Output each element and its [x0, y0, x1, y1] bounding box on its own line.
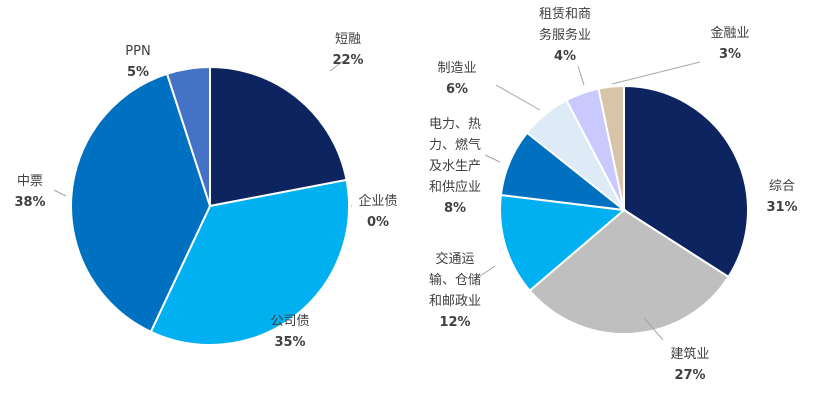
- slice-percent: 38%: [14, 195, 45, 210]
- leader-line: [495, 84, 541, 111]
- slice-label: 输、仓储: [429, 272, 481, 288]
- slice-label: 企业债: [358, 193, 397, 209]
- leader-line: [53, 189, 67, 197]
- slice-label: 务服务业: [539, 27, 591, 43]
- slice-label: 和供应业: [429, 179, 481, 195]
- slice-label: 及水生产: [429, 159, 481, 174]
- slice-percent: 5%: [127, 65, 149, 80]
- pie-slice: [528, 208, 730, 335]
- slice-label: PPN: [125, 44, 150, 59]
- slice-percent: 8%: [444, 201, 466, 216]
- slice-percent: 0%: [367, 215, 389, 230]
- pie-slice: [149, 178, 350, 346]
- slice-percent: 4%: [554, 49, 576, 64]
- leader-line: [577, 65, 585, 86]
- pie-slice: [499, 193, 627, 293]
- slice-label: 力、燃气: [429, 137, 481, 153]
- leader-line: [479, 265, 496, 277]
- slice-label: 建筑业: [670, 346, 709, 362]
- pie-slice: [165, 65, 211, 207]
- slice-label: 金融业: [710, 25, 749, 41]
- leader-line: [611, 61, 701, 85]
- slice-percent: 35%: [274, 335, 305, 350]
- pie-slice: [70, 72, 212, 334]
- slice-percent: 12%: [439, 315, 470, 330]
- leader-line: [329, 60, 344, 72]
- pie-slice: [597, 84, 625, 211]
- slice-percent: 6%: [446, 82, 468, 97]
- slice-label: 和邮政业: [429, 294, 481, 309]
- slice-label: 综合: [769, 179, 795, 194]
- slice-label: 中票: [17, 174, 43, 189]
- leader-line: [484, 154, 501, 163]
- slice-label: 租赁和商: [539, 7, 591, 22]
- slice-label: 公司债: [270, 314, 309, 329]
- slice-label: 短融: [335, 32, 361, 47]
- pie-slice: [209, 65, 348, 208]
- slice-label: 交通运: [435, 251, 474, 267]
- slice-label: 电力、热: [429, 117, 481, 132]
- slice-percent: 31%: [766, 200, 797, 215]
- slice-percent: 3%: [719, 47, 741, 62]
- slice-percent: 27%: [674, 368, 705, 383]
- slice-percent: 22%: [332, 53, 363, 68]
- leader-line: [643, 317, 664, 341]
- bond-type-pie: 短融 22% 企业债 0% 公司债 35% 中票 38% PPN 5%: [14, 32, 397, 350]
- slice-label: 制造业: [437, 61, 476, 76]
